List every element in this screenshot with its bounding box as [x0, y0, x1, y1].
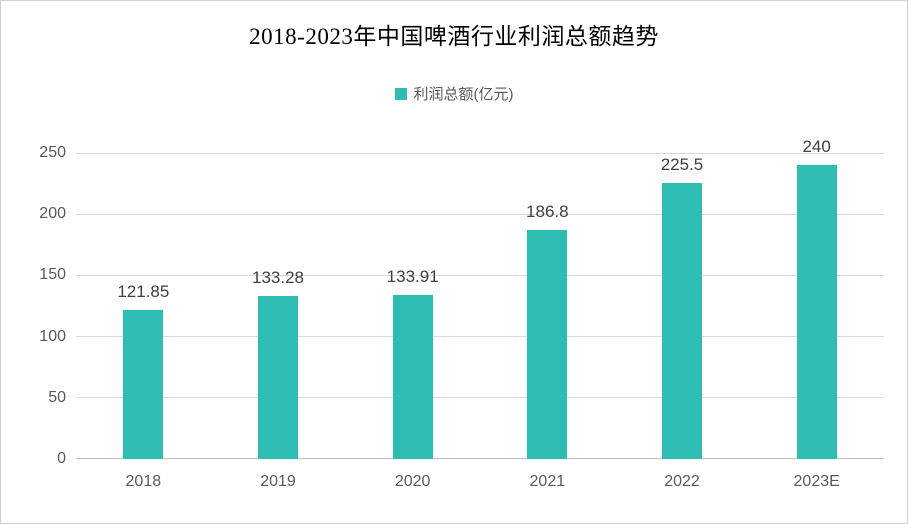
legend: 利润总额(亿元): [1, 83, 907, 104]
gridline-200: [76, 213, 884, 215]
x-axis-line: [76, 458, 884, 459]
y-axis-tick-label: 200: [39, 205, 66, 223]
x-axis-tick-label: 2022: [664, 473, 700, 490]
bar-value-label: 121.85: [117, 281, 170, 301]
y-axis-tick-label: 50: [48, 388, 66, 406]
legend-label: 利润总额(亿元): [413, 86, 514, 103]
y-axis-tick-label: 0: [57, 450, 66, 467]
bar-value-label: 186.8: [526, 202, 569, 222]
bar-value-label: 225.5: [660, 155, 704, 174]
x-axis-tick-label: 2019: [260, 473, 296, 490]
x-axis-tick-label: 2018: [125, 473, 162, 490]
gridline-150: [76, 274, 884, 276]
x-axis-tick-label: 2021: [529, 473, 566, 490]
chart-title: 2018-2023年中国啤酒行业利润总额趋势: [249, 24, 659, 49]
plot-area: 0 50 100 150 200 250 121.85 2018 133.28 2019 133.9…: [39, 137, 884, 490]
bar-2019: [258, 295, 298, 459]
bar-2020: [392, 295, 433, 459]
bar-value-label: 133.28: [252, 267, 304, 287]
bar-2021: [527, 230, 568, 459]
bar-2022: [662, 183, 702, 459]
y-axis-tick-label: 150: [39, 266, 66, 284]
gridline-250: [76, 152, 884, 154]
bar-value-label: 133.91: [386, 267, 439, 287]
bar-2023E: [796, 165, 837, 459]
legend-marker-swatch: [394, 87, 407, 100]
bar-value-label: 240: [802, 137, 831, 157]
bar-2018: [123, 309, 164, 459]
y-axis-tick-label: 100: [39, 327, 66, 345]
gridline-100: [76, 336, 884, 338]
y-axis-tick-label: 250: [39, 144, 66, 161]
x-axis-tick-label: 2023E: [793, 473, 840, 490]
x-axis-tick-label: 2020: [394, 473, 431, 490]
gridline-50: [76, 397, 884, 399]
